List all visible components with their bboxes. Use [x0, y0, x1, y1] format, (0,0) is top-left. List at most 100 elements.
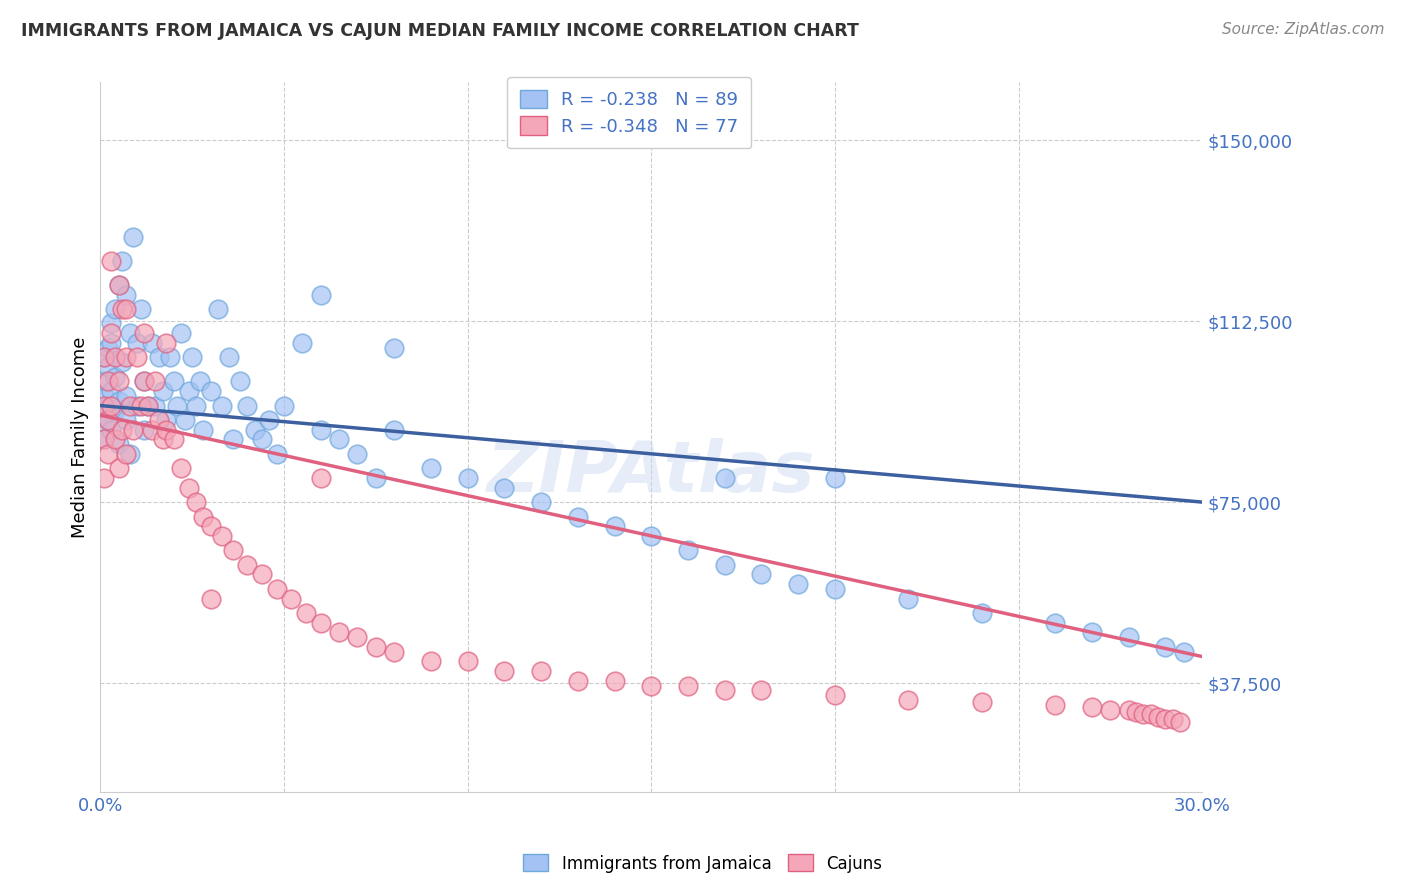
Point	[134, 423, 156, 437]
Point	[200, 384, 222, 398]
Point	[100, 423, 122, 437]
Point	[1168, 714, 1191, 729]
Point	[115, 447, 138, 461]
Point	[177, 384, 200, 398]
Point	[166, 399, 188, 413]
Point	[640, 679, 662, 693]
Point	[104, 301, 127, 316]
Point	[107, 437, 129, 451]
Point	[1125, 705, 1147, 719]
Point	[200, 519, 222, 533]
Point	[1154, 640, 1177, 654]
Point	[93, 408, 115, 422]
Point	[567, 509, 589, 524]
Point	[136, 399, 159, 413]
Point	[129, 399, 152, 413]
Point	[177, 481, 200, 495]
Point	[134, 326, 156, 340]
Point	[111, 423, 134, 437]
Point	[309, 287, 332, 301]
Point	[100, 384, 122, 398]
Point	[1154, 712, 1177, 726]
Point	[280, 591, 302, 606]
Point	[266, 447, 288, 461]
Point	[118, 447, 141, 461]
Point	[97, 341, 120, 355]
Point	[145, 399, 167, 413]
Point	[530, 664, 553, 678]
Point	[129, 301, 152, 316]
Point	[93, 375, 115, 389]
Point	[1161, 712, 1184, 726]
Point	[100, 253, 122, 268]
Point	[824, 471, 846, 485]
Point	[107, 393, 129, 408]
Point	[170, 326, 193, 340]
Point	[243, 423, 266, 437]
Point	[100, 317, 122, 331]
Point	[155, 413, 177, 427]
Point	[141, 423, 163, 437]
Point	[152, 433, 174, 447]
Point	[1118, 630, 1140, 644]
Point	[141, 335, 163, 350]
Point	[152, 384, 174, 398]
Point	[457, 471, 479, 485]
Point	[93, 433, 115, 447]
Point	[181, 351, 204, 365]
Point	[1147, 710, 1170, 724]
Point	[273, 399, 295, 413]
Point	[382, 645, 405, 659]
Point	[221, 543, 243, 558]
Point	[100, 326, 122, 340]
Point	[382, 423, 405, 437]
Point	[111, 301, 134, 316]
Point	[118, 326, 141, 340]
Point	[118, 399, 141, 413]
Point	[328, 433, 350, 447]
Point	[567, 673, 589, 688]
Point	[136, 399, 159, 413]
Point	[104, 403, 127, 417]
Point	[250, 567, 273, 582]
Point	[163, 433, 186, 447]
Point	[200, 591, 222, 606]
Point	[111, 253, 134, 268]
Point	[100, 399, 122, 413]
Point	[291, 335, 314, 350]
Point	[155, 423, 177, 437]
Point	[897, 591, 920, 606]
Point	[211, 529, 233, 543]
Point	[787, 577, 810, 591]
Point	[218, 351, 240, 365]
Point	[115, 413, 138, 427]
Legend: R = -0.238   N = 89, R = -0.348   N = 77: R = -0.238 N = 89, R = -0.348 N = 77	[508, 77, 751, 148]
Point	[603, 519, 626, 533]
Point	[236, 399, 259, 413]
Point	[93, 351, 115, 365]
Point	[159, 351, 181, 365]
Point	[107, 277, 129, 292]
Point	[494, 481, 516, 495]
Point	[107, 277, 129, 292]
Point	[155, 335, 177, 350]
Point	[97, 413, 120, 427]
Point	[115, 389, 138, 403]
Point	[115, 287, 138, 301]
Point	[125, 335, 148, 350]
Point	[713, 683, 735, 698]
Point	[676, 543, 699, 558]
Point	[1139, 707, 1161, 722]
Point	[97, 375, 120, 389]
Point	[221, 433, 243, 447]
Point	[100, 335, 122, 350]
Point	[188, 375, 211, 389]
Point	[145, 375, 167, 389]
Y-axis label: Median Family Income: Median Family Income	[72, 336, 89, 538]
Point	[419, 461, 441, 475]
Point	[115, 351, 138, 365]
Point	[125, 399, 148, 413]
Point	[1081, 700, 1104, 714]
Point	[107, 461, 129, 475]
Point	[494, 664, 516, 678]
